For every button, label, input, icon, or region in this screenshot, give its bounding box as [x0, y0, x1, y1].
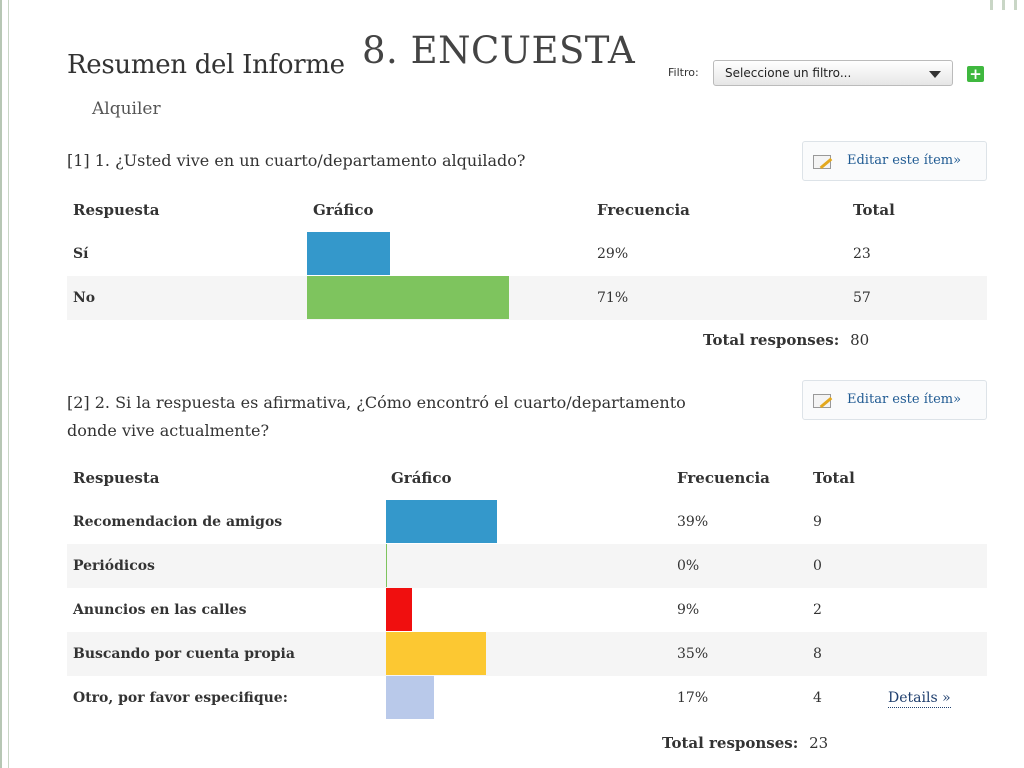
- table-row: Buscando por cuenta propia 35% 8: [67, 632, 987, 676]
- total-value: 4: [813, 690, 822, 706]
- response-label: No: [73, 290, 96, 306]
- response-label: Periódicos: [73, 558, 155, 574]
- frequency-value: 35%: [677, 646, 709, 662]
- col-header-chart: Gráfico: [313, 201, 374, 219]
- table-header-row: Respuesta Gráfico Frecuencia Total: [67, 456, 987, 500]
- total-responses-label: Total responses:: [703, 331, 840, 349]
- table-row: Anuncios en las calles 9% 2: [67, 588, 987, 632]
- response-bar: [386, 676, 434, 719]
- response-bar: [307, 276, 509, 319]
- edit-item-label: Editar este ítem»: [847, 392, 962, 407]
- table-row: Sí 29% 23: [67, 232, 987, 276]
- report-summary-title: Resumen del Informe: [67, 50, 345, 80]
- slide-left-rule: [0, 0, 9, 768]
- survey-subtitle: Alquiler: [92, 99, 161, 119]
- total-value: 23: [853, 246, 871, 262]
- table-row: Recomendacion de amigos 39% 9: [67, 500, 987, 544]
- question-2-line-1: [2] 2. Si la respuesta es afirmativa, ¿C…: [67, 393, 686, 412]
- response-bar: [307, 232, 390, 275]
- filter-select[interactable]: Seleccione un filtro...: [713, 60, 953, 86]
- edit-pencil-icon: [813, 394, 831, 408]
- total-value: 8: [813, 646, 822, 662]
- response-label: Recomendacion de amigos: [73, 514, 283, 530]
- response-bar: [386, 588, 412, 631]
- details-link[interactable]: Details »: [888, 690, 951, 708]
- frequency-value: 29%: [597, 246, 629, 262]
- table-row: Otro, por favor especifique: 17% 4 Details …: [67, 676, 987, 720]
- edit-item-button-q2[interactable]: Editar este ítem»: [802, 380, 987, 420]
- add-filter-button[interactable]: +: [967, 66, 984, 82]
- col-header-chart: Gráfico: [391, 469, 452, 487]
- total-value: 0: [813, 558, 822, 574]
- chevron-down-icon: [929, 71, 941, 78]
- col-header-total: Total: [853, 201, 895, 219]
- edit-pencil-icon: [813, 155, 831, 169]
- question-1-total: Total responses: 80: [703, 331, 869, 349]
- col-header-response: Respuesta: [73, 469, 160, 487]
- edit-item-button-q1[interactable]: Editar este ítem»: [802, 141, 987, 181]
- table-row: No 71% 57: [67, 276, 987, 320]
- response-label: Otro, por favor especifique:: [73, 690, 288, 706]
- response-label: Buscando por cuenta propia: [73, 646, 295, 662]
- response-label: Anuncios en las calles: [73, 602, 247, 618]
- total-value: 9: [813, 514, 822, 530]
- response-bar: [386, 500, 497, 543]
- table-header-row: Respuesta Gráfico Frecuencia Total: [67, 188, 987, 232]
- col-header-frequency: Frecuencia: [597, 201, 690, 219]
- question-2-total: Total responses: 23: [662, 734, 828, 752]
- frequency-value: 0%: [677, 558, 700, 574]
- question-2-text: [2] 2. Si la respuesta es afirmativa, ¿C…: [67, 389, 686, 445]
- total-value: 2: [813, 602, 822, 618]
- question-2-line-2: donde vive actualmente?: [67, 421, 270, 440]
- total-responses-label: Total responses:: [662, 734, 799, 752]
- frequency-value: 71%: [597, 290, 629, 306]
- frequency-value: 17%: [677, 690, 709, 706]
- question-1-text: [1] 1. ¿Usted vive en un cuarto/departam…: [67, 151, 526, 170]
- slide-corner-decoration: [984, 0, 1024, 10]
- response-bar: [386, 632, 486, 675]
- total-responses-value: 23: [809, 734, 829, 752]
- frequency-value: 39%: [677, 514, 709, 530]
- col-header-response: Respuesta: [73, 201, 160, 219]
- plus-icon: +: [969, 65, 982, 83]
- filter-selected-value: Seleccione un filtro...: [725, 66, 852, 80]
- slide-title: 8. ENCUESTA: [362, 29, 636, 72]
- total-value: 57: [853, 290, 871, 306]
- edit-item-label: Editar este ítem»: [847, 153, 962, 168]
- table-row: Periódicos 0% 0: [67, 544, 987, 588]
- total-responses-value: 80: [850, 331, 870, 349]
- response-label: Sí: [73, 246, 89, 262]
- col-header-frequency: Frecuencia: [677, 469, 770, 487]
- col-header-total: Total: [813, 469, 855, 487]
- frequency-value: 9%: [677, 602, 700, 618]
- response-bar: [386, 544, 387, 587]
- filter-label: Filtro:: [668, 66, 699, 79]
